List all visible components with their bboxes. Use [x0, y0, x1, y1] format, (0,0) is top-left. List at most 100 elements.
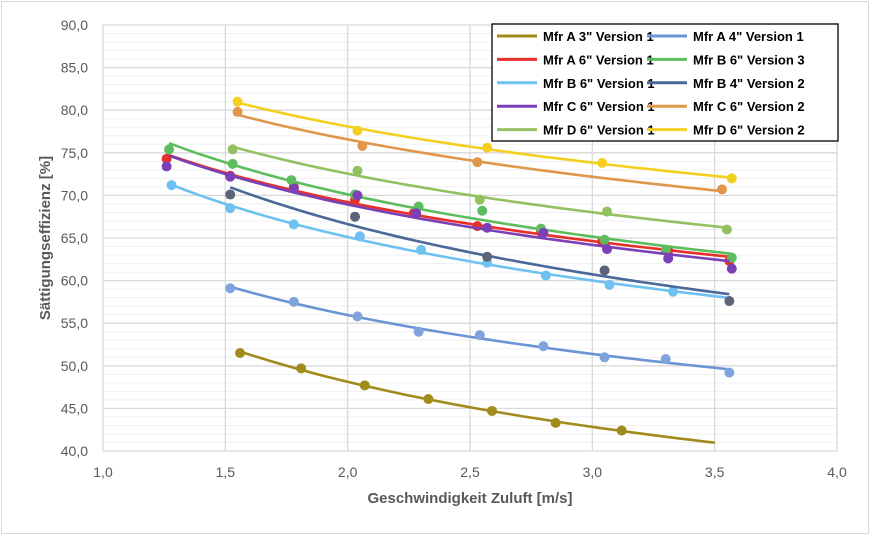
- legend-item: Mfr A 4" Version 1: [647, 29, 804, 44]
- x-tick-labels: 1,0 1,5 2,0 2,5 3,0 3,5 4,0: [93, 464, 847, 480]
- y-tick-label: 40,0: [61, 443, 88, 459]
- data-point: [472, 157, 483, 168]
- y-tick-label: 65,0: [61, 230, 88, 246]
- data-point: [602, 244, 613, 255]
- series-6: [161, 154, 737, 274]
- trendline: [229, 186, 730, 296]
- data-point: [288, 183, 299, 194]
- data-point: [724, 296, 735, 307]
- data-point: [350, 211, 361, 222]
- data-point: [597, 158, 608, 169]
- series-7: [232, 106, 728, 195]
- y-tick-label: 70,0: [61, 187, 88, 203]
- x-tick-label: 2,0: [338, 464, 358, 480]
- data-point: [726, 173, 737, 184]
- legend-label: Mfr D 6" Version 2: [693, 123, 805, 138]
- y-tick-label: 90,0: [61, 17, 88, 33]
- data-point: [423, 394, 434, 405]
- data-point: [717, 184, 728, 195]
- data-point: [161, 161, 172, 172]
- y-tick-label: 55,0: [61, 315, 88, 331]
- x-tick-label: 3,0: [583, 464, 603, 480]
- legend: Mfr A 3" Version 1 Mfr A 4" Version 1 Mfr …: [491, 23, 839, 142]
- series-1: [225, 283, 735, 378]
- legend-label: Mfr B 6" Version 1: [543, 76, 655, 91]
- legend-label: Mfr B 4" Version 2: [693, 76, 805, 91]
- data-point: [232, 106, 243, 117]
- trendline: [237, 349, 715, 444]
- data-point: [660, 353, 671, 364]
- data-point: [616, 425, 627, 436]
- data-point: [225, 171, 236, 182]
- series-8: [227, 144, 732, 235]
- data-point: [474, 194, 485, 205]
- legend-item: Mfr C 6" Version 2: [647, 99, 805, 114]
- data-point: [357, 140, 368, 151]
- x-tick-label: 1,0: [93, 464, 113, 480]
- y-tick-label: 45,0: [61, 400, 88, 416]
- data-point: [540, 270, 551, 281]
- data-point: [538, 227, 549, 238]
- trendline: [168, 141, 732, 256]
- y-tick-label: 75,0: [61, 145, 88, 161]
- data-point: [599, 352, 610, 363]
- y-tick-label: 60,0: [61, 273, 88, 289]
- data-point: [352, 190, 363, 201]
- y-tick-label: 80,0: [61, 102, 88, 118]
- legend-label: Mfr C 6" Version 2: [693, 99, 805, 114]
- series-5: [225, 186, 735, 307]
- data-point: [232, 96, 243, 107]
- grid: [102, 24, 838, 452]
- legend-label: Mfr A 6" Version 1: [543, 52, 654, 67]
- data-point: [288, 296, 299, 307]
- legend-label: Mfr A 4" Version 1: [693, 29, 804, 44]
- legend-label: Mfr A 3" Version 1: [543, 29, 654, 44]
- data-point: [538, 341, 549, 352]
- data-point: [411, 208, 422, 219]
- data-point: [413, 326, 424, 337]
- data-point: [225, 189, 236, 200]
- data-point: [668, 286, 679, 297]
- data-point: [166, 180, 177, 191]
- data-point: [164, 144, 175, 155]
- data-point: [227, 144, 238, 155]
- data-point: [721, 224, 732, 235]
- legend-item: Mfr B 6" Version 3: [647, 52, 805, 67]
- data-point: [477, 205, 488, 216]
- series-layer: [161, 96, 737, 444]
- data-point: [724, 367, 735, 378]
- series-9: [232, 96, 737, 184]
- legend-item: Mfr A 3" Version 1: [497, 29, 654, 44]
- data-point: [663, 253, 674, 264]
- y-axis-label: Sättigungseffizienz [%]: [37, 156, 54, 320]
- legend-label: Mfr C 6" Version 1: [543, 99, 655, 114]
- legend-item: Mfr C 6" Version 1: [497, 99, 655, 114]
- series-4: [166, 180, 730, 300]
- legend-label: Mfr B 6" Version 3: [693, 52, 805, 67]
- data-point: [482, 222, 493, 233]
- x-tick-label: 4,0: [827, 464, 847, 480]
- data-point: [474, 330, 485, 341]
- data-point: [227, 158, 238, 169]
- y-tick-label: 85,0: [61, 60, 88, 76]
- x-axis-label: Geschwindigkeit Zuluft [m/s]: [367, 490, 572, 507]
- data-point: [359, 380, 370, 391]
- legend-label: Mfr D 6" Version 1: [543, 123, 655, 138]
- x-tick-label: 3,5: [705, 464, 725, 480]
- y-tick-label: 50,0: [61, 358, 88, 374]
- y-tick-labels: 40,0 45,0 50,0 55,0 60,0 65,0 70,0 75,0 80,0 85,0…: [61, 17, 88, 459]
- data-point: [482, 142, 493, 153]
- series-0: [235, 348, 715, 444]
- x-tick-label: 2,5: [460, 464, 480, 480]
- data-point: [288, 219, 299, 230]
- data-point: [354, 231, 365, 242]
- trendline: [168, 153, 730, 258]
- data-point: [235, 348, 246, 359]
- data-point: [416, 244, 427, 255]
- data-point: [599, 234, 610, 245]
- data-point: [599, 265, 610, 276]
- data-point: [726, 263, 737, 274]
- legend-item: Mfr B 4" Version 2: [647, 76, 805, 91]
